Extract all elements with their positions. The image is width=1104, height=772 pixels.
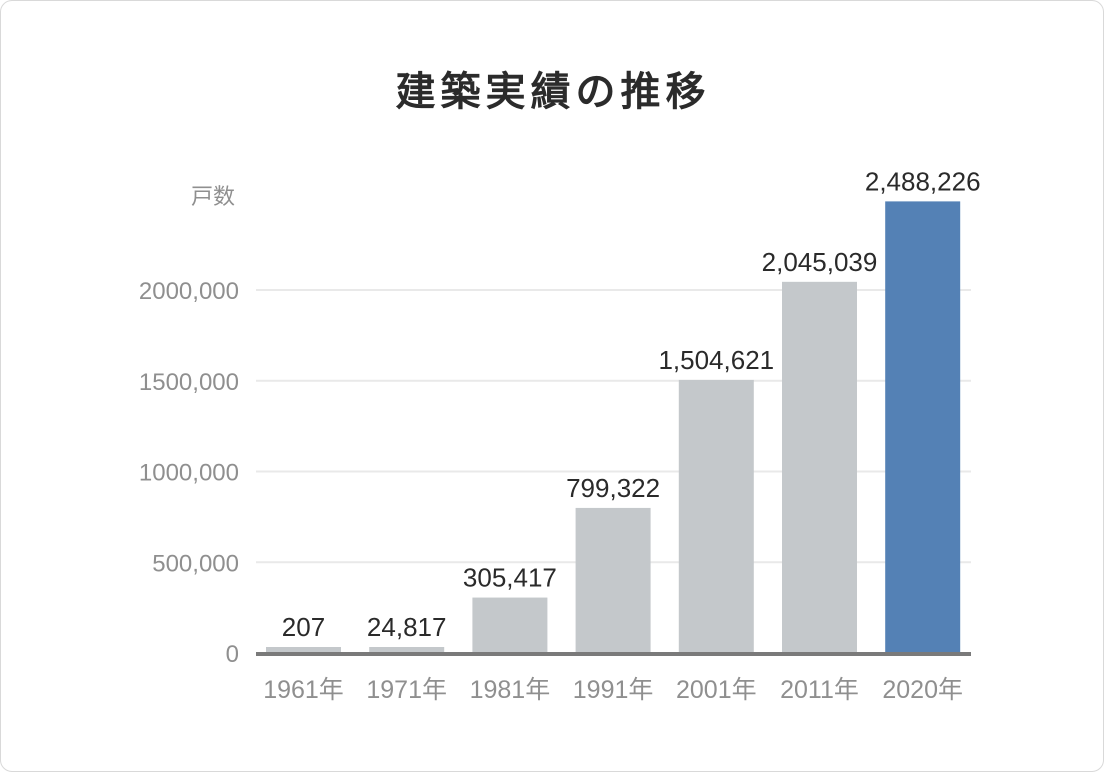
bar	[472, 597, 548, 653]
x-tick-label: 2001年	[676, 676, 757, 704]
x-tick-label: 1971年	[366, 676, 447, 704]
y-tick-label: 500,000	[152, 550, 239, 577]
x-tick-label: 2020年	[882, 676, 963, 704]
data-label: 2,045,039	[762, 247, 878, 277]
y-tick-label: 2000,000	[139, 278, 239, 305]
bar	[678, 379, 754, 653]
data-label: 1,504,621	[658, 345, 774, 375]
data-label: 305,417	[463, 563, 557, 593]
chart-title: 建築実績の推移	[395, 69, 711, 115]
bar	[575, 507, 651, 653]
x-tick-label: 2011年	[780, 676, 859, 704]
x-tick-label: 1961年	[263, 676, 344, 704]
data-label: 24,817	[367, 612, 447, 642]
data-label: 799,322	[566, 473, 660, 503]
data-label: 207	[282, 612, 325, 642]
bar	[782, 281, 857, 653]
x-tick-label: 1981年	[470, 676, 551, 704]
y-tick-label: 1500,000	[139, 369, 239, 396]
bar	[369, 647, 445, 653]
y-tick-label: 1000,000	[139, 460, 239, 487]
x-tick-label: 1991年	[573, 676, 654, 704]
bar	[266, 647, 341, 653]
bar	[885, 201, 961, 654]
y-tick-label: 0	[226, 641, 239, 668]
data-label: 2,488,226	[865, 166, 981, 196]
y-axis-unit-label: 戸数	[191, 185, 235, 210]
